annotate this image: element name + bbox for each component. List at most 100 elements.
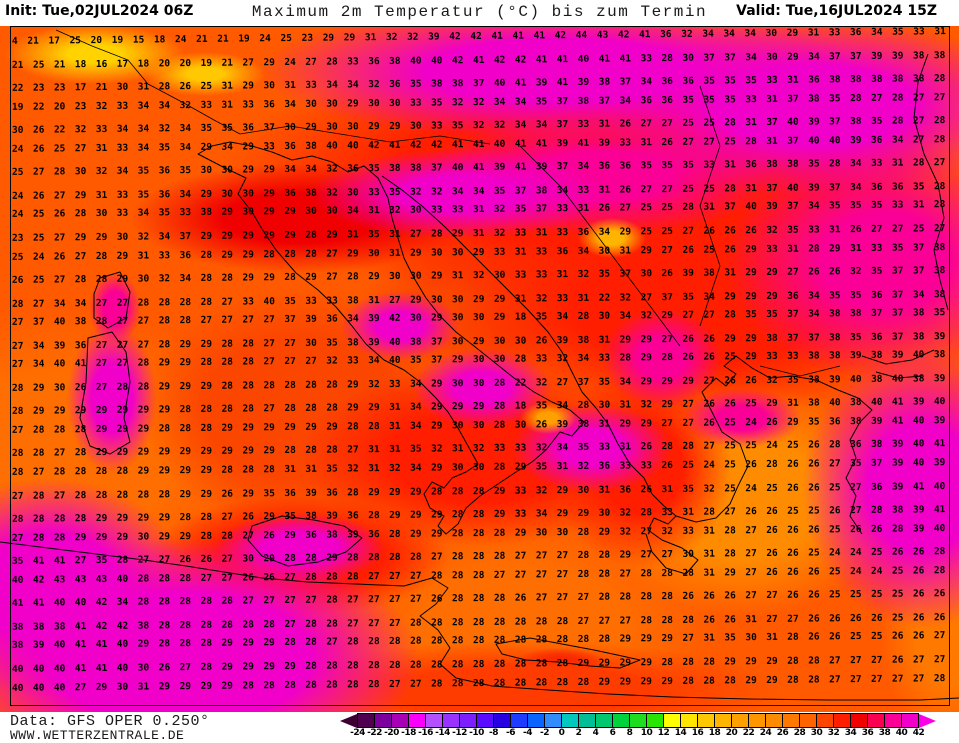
temp-row: 40 40 40 27 29 30 31 29 29 29 29 28 28 28 28 28 28 28 27 27… <box>12 673 946 695</box>
temp-value: 31 <box>389 444 401 456</box>
temp-value: 35 <box>850 200 862 212</box>
temp-value: 17 <box>48 35 60 47</box>
temp-value: 27 <box>682 225 695 237</box>
colorbar-tick-label: -20 <box>384 728 399 738</box>
temp-value: 29 <box>661 375 674 387</box>
temp-value: 26 <box>703 614 715 626</box>
temp-value: 28 <box>347 660 359 672</box>
temp-value: 33 <box>577 184 590 196</box>
temp-value: 29 <box>74 232 87 244</box>
temp-value: 28 <box>410 617 422 629</box>
temp-value: 27 <box>829 458 841 470</box>
temp-value: 41 <box>556 53 569 65</box>
temp-value: 32 <box>347 463 359 475</box>
temp-value: 26 <box>640 441 653 453</box>
temp-value: 38 <box>577 95 590 107</box>
temp-value: 35 <box>682 483 694 495</box>
temp-value: 27 <box>74 681 87 693</box>
temp-value: 30 <box>577 484 590 496</box>
temp-value: 25 <box>891 588 904 600</box>
temp-value: 33 <box>305 79 317 91</box>
temp-value: 28 <box>682 441 695 453</box>
temp-value: 38 <box>808 397 820 409</box>
temp-value: 28 <box>53 424 66 436</box>
colorbar-tick-label: 42 <box>912 728 925 738</box>
temp-value: 41 <box>619 52 632 65</box>
temp-value: 28 <box>556 658 569 670</box>
temp-value: 31 <box>368 294 380 306</box>
temp-value: 38 <box>451 78 464 90</box>
temp-value: 30 <box>766 51 778 63</box>
temp-value: 28 <box>682 656 695 668</box>
temp-value: 31 <box>368 205 380 217</box>
temp-value: 38 <box>703 267 715 279</box>
temp-value: 27 <box>661 118 674 130</box>
temp-value: 27 <box>661 549 674 561</box>
colorbar-segment <box>800 714 817 727</box>
temp-value: 35 <box>682 291 695 303</box>
temp-value: 32 <box>95 166 108 178</box>
temp-value: 39 <box>305 313 317 325</box>
temp-value: 28 <box>514 658 527 670</box>
temp-value: 40 <box>493 77 506 89</box>
temp-value: 33 <box>410 97 422 109</box>
temp-value: 35 <box>263 487 275 499</box>
temp-value: 34 <box>556 184 569 197</box>
temp-value: 34 <box>556 400 569 412</box>
temp-value: 36 <box>619 160 632 172</box>
temp-value: 28 <box>933 73 946 85</box>
temp-value: 26 <box>912 612 925 624</box>
temp-value: 31 <box>724 159 736 171</box>
temp-value: 27 <box>556 592 569 604</box>
colorbar-segment <box>477 714 494 727</box>
temp-value: 29 <box>74 531 87 543</box>
colorbar-tick-label: 4 <box>592 728 599 738</box>
temp-value: 25 <box>703 117 715 129</box>
temp-value: 32 <box>640 310 653 322</box>
temp-value: 38 <box>305 187 317 199</box>
temp-value: 35 <box>284 511 296 523</box>
temp-value: 27 <box>912 134 925 146</box>
temp-value: 29 <box>343 32 356 44</box>
temp-value: 26 <box>661 268 674 280</box>
temp-value: 27 <box>640 525 653 537</box>
temp-value: 39 <box>912 396 925 408</box>
temp-value: 29 <box>577 657 590 669</box>
temp-value: 40 <box>912 349 925 361</box>
temp-value: 31 <box>703 632 715 645</box>
temp-value: 31 <box>137 249 150 262</box>
temp-value: 28 <box>11 382 24 394</box>
temp-value: 28 <box>368 552 380 564</box>
temp-value: 29 <box>242 487 255 500</box>
temp-value: 38 <box>871 439 883 451</box>
temp-value: 28 <box>242 619 255 631</box>
temp-row: 23 25 27 29 29 30 32 34 37 29 29 29 29 29 28 29 31 35 31 27… <box>12 223 946 244</box>
temp-value: 37 <box>891 331 904 343</box>
temp-value: 27 <box>682 417 694 429</box>
temp-value: 26 <box>766 524 778 536</box>
temp-value: 38 <box>389 55 401 67</box>
temp-value: 28 <box>221 530 234 542</box>
temp-value: 27 <box>912 115 925 127</box>
temp-value: 29 <box>263 230 275 242</box>
temp-value: 32 <box>493 204 506 216</box>
colorbar-arrow-right-icon <box>919 713 936 728</box>
temp-value: 29 <box>221 206 234 219</box>
temp-value: 34 <box>326 79 338 91</box>
colorbar-tick-label: 2 <box>575 728 582 738</box>
temp-value: 25 <box>871 546 883 559</box>
temp-value: 34 <box>32 340 45 352</box>
temp-value: 28 <box>829 439 841 451</box>
temp-value: 27 <box>11 424 24 436</box>
temp-value: 28 <box>661 567 674 579</box>
temp-value: 31 <box>807 27 820 39</box>
temp-value: 31 <box>619 244 632 257</box>
temp-value: 34 <box>137 123 150 135</box>
temp-value: 28 <box>158 572 171 585</box>
temp-value: 26 <box>661 136 674 148</box>
temp-value: 29 <box>431 378 443 390</box>
temp-value: 35 <box>410 354 422 366</box>
temp-value: 29 <box>493 293 506 305</box>
temp-value: 44 <box>575 29 588 41</box>
temp-value: 19 <box>200 57 213 69</box>
